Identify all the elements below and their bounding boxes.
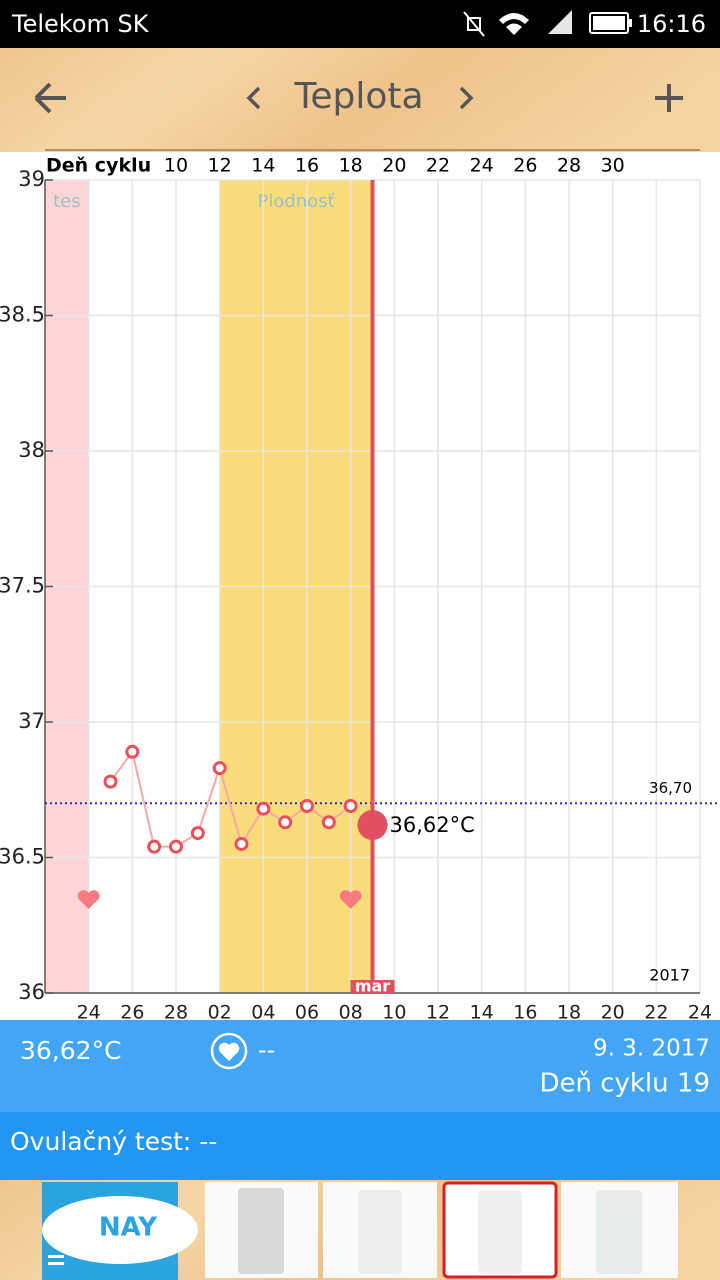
y-tick-label: 37 xyxy=(18,709,45,733)
x-tick-label: 30 xyxy=(601,155,625,177)
toolbar-title: Teplota xyxy=(293,76,423,117)
x-tick-label: 10 xyxy=(164,155,188,177)
x2-tick-label: 14 xyxy=(470,1002,494,1024)
temperature-point xyxy=(147,839,162,854)
y-tick-label: 36.5 xyxy=(0,845,45,869)
ad-logo: NAY xyxy=(99,1213,158,1243)
today-marker xyxy=(350,980,395,993)
temperature-point xyxy=(212,761,227,776)
temperature-point xyxy=(103,774,118,789)
x2-tick-label: 06 xyxy=(295,1002,319,1024)
y-tick-label: 36 xyxy=(18,980,45,1004)
band-label: Plodnosť xyxy=(258,191,335,212)
chart: tes Plodnosť 36 36.5 37 37.5 38 38.5 39 10 12 14 16 1… xyxy=(0,155,720,1024)
back-button[interactable] xyxy=(34,82,66,114)
temperature-point xyxy=(234,836,249,851)
temperature-point xyxy=(190,826,205,841)
next-button[interactable] xyxy=(459,86,474,110)
toolbar xyxy=(0,48,720,152)
x-tick-label: 24 xyxy=(470,155,494,177)
x2-tick-label: 28 xyxy=(164,1002,188,1024)
info-intercourse: -- xyxy=(258,1036,275,1064)
ovulation-test: Ovulačný test: -- xyxy=(10,1127,217,1156)
clock: 16:16 xyxy=(637,10,706,38)
x2-tick-label: 18 xyxy=(557,1002,581,1024)
heart xyxy=(77,890,100,909)
x2-tick-label: 20 xyxy=(601,1002,625,1024)
heart xyxy=(339,890,362,909)
x2-tick-label: 10 xyxy=(382,1002,406,1024)
y-tick-label: 38.5 xyxy=(0,303,45,327)
carrier: Telekom SK xyxy=(11,10,150,38)
x2-tick-label: 26 xyxy=(120,1002,144,1024)
x2-tick-label: 08 xyxy=(339,1002,363,1024)
temperature-point xyxy=(300,799,314,814)
temperature-point xyxy=(321,815,336,830)
ovulation-bar[interactable] xyxy=(0,1112,720,1180)
temperature-point xyxy=(125,744,140,759)
x-tick-label: 18 xyxy=(339,155,363,177)
x-tick-label: 20 xyxy=(382,155,406,177)
info-cycle-day: Deň cyklu 19 xyxy=(539,1069,710,1099)
y-tick-label: 37.5 xyxy=(0,574,45,598)
info-panel xyxy=(0,1020,720,1112)
x2-tick-label: 24 xyxy=(77,1002,101,1024)
x-tick-label: 26 xyxy=(513,155,537,177)
x-tick-label: 16 xyxy=(295,155,319,177)
current-label: 36,62°C xyxy=(390,813,475,837)
ad-banner[interactable]: NAY xyxy=(42,1181,678,1280)
x2-tick-label: 24 xyxy=(688,1002,712,1024)
x-tick-label: 14 xyxy=(251,155,275,177)
coverline-label: 36,70 xyxy=(649,779,692,797)
info-date: 9. 3. 2017 xyxy=(593,1036,710,1062)
current-point xyxy=(357,809,388,840)
x2-tick-label: 12 xyxy=(426,1002,450,1024)
x2-tick-label: 04 xyxy=(251,1002,275,1024)
band-label: tes xyxy=(53,191,81,212)
y-tick-label: 39 xyxy=(18,167,45,191)
x-tick-label: 22 xyxy=(426,155,450,177)
previous-button[interactable] xyxy=(246,86,261,110)
add-button[interactable] xyxy=(655,84,683,112)
year-label: 2017 xyxy=(649,966,690,985)
status-icons xyxy=(463,10,632,37)
temperature-point xyxy=(343,799,358,814)
x2-tick-label: 22 xyxy=(644,1002,668,1024)
temperature-point xyxy=(278,815,293,830)
today-marker-label: mar xyxy=(355,977,390,996)
temperature-point xyxy=(256,801,271,816)
heart-icon xyxy=(218,1042,240,1061)
info-temperature: 36,62°C xyxy=(20,1036,122,1065)
temperature-point xyxy=(169,839,183,854)
y-tick-label: 38 xyxy=(18,438,45,462)
x-tick-label: 28 xyxy=(557,155,581,177)
x2-tick-label: 16 xyxy=(513,1002,537,1024)
intercourse-icon[interactable] xyxy=(210,1032,248,1070)
x2-tick-label: 02 xyxy=(208,1002,232,1024)
x-axis-label: Deň cyklu xyxy=(46,155,151,177)
x-tick-label: 12 xyxy=(208,155,232,177)
